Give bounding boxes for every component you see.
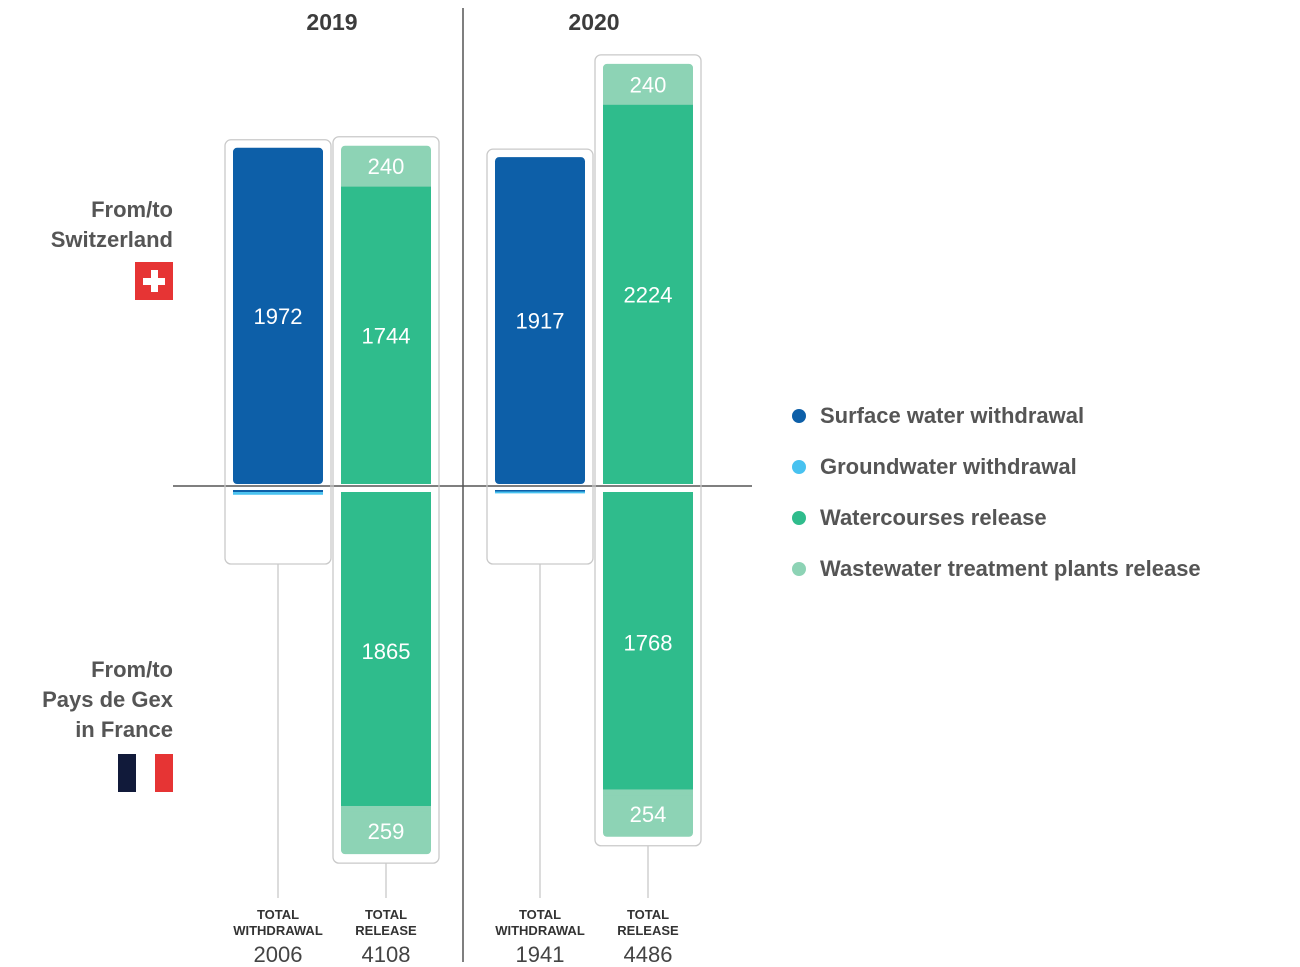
legend-label-ground: Groundwater withdrawal (820, 453, 1077, 479)
label-release-france-wastewater-2019: 259 (368, 819, 405, 844)
bar-release-switzerland-watercourse-2020 (603, 104, 693, 485)
label-release-switzerland-wastewater-2019: 240 (368, 154, 405, 179)
legend-dot-surface (792, 408, 806, 423)
label-withdrawal-france-ground-2019: 20.9 (257, 531, 300, 556)
caption-release-2020-1: RELEASE (617, 923, 679, 938)
year-label-2020: 2020 (568, 9, 619, 35)
swiss-flag-icon (135, 262, 173, 300)
label-release-switzerland-watercourse-2020: 2224 (624, 282, 673, 307)
label-withdrawal-france-surface-2020: 8.9 (525, 505, 556, 530)
bar-withdrawal-france-surface-2019 (233, 490, 323, 493)
region-label-france: From/to Pays de Gex in France (42, 655, 173, 745)
bar-release-france-wastewater-cap-2019 (341, 805, 431, 812)
label-release-france-watercourse-2020: 1768 (624, 631, 673, 656)
bar-withdrawal-france-ground-2020 (495, 491, 585, 494)
caption-withdrawal-2019-1: WITHDRAWAL (233, 923, 323, 938)
total-withdrawal-2020: 1941 (516, 942, 565, 967)
legend: Surface water withdrawal Groundwater with… (792, 390, 1201, 594)
total-release-2020: 4486 (624, 942, 673, 967)
legend-dot-watercourse (792, 510, 806, 525)
bar-release-france-watercourse-2020 (603, 492, 693, 794)
caption-withdrawal-2020-1: WITHDRAWAL (495, 923, 585, 938)
region-label-switzerland: From/to Switzerland (51, 195, 173, 255)
legend-dot-ground (792, 459, 806, 474)
legend-label-watercourse: Watercourses release (820, 504, 1047, 530)
bar-withdrawal-france-ground-2019 (233, 492, 323, 495)
bar-release-france-watercourse-2019 (341, 492, 431, 810)
legend-label-surface: Surface water withdrawal (820, 402, 1085, 428)
bar-release-france-wastewater-cap-2020 (603, 789, 693, 796)
caption-release-2020-0: TOTAL (627, 907, 669, 922)
legend-label-wastewater: Wastewater treatment plants release (820, 555, 1201, 581)
legend-item-surface: Surface water withdrawal (792, 390, 1201, 441)
label-release-switzerland-wastewater-2020: 240 (630, 72, 667, 97)
label-withdrawal-france-surface-2019: 12.8 (257, 505, 300, 530)
bar-withdrawal-france-surface-2020 (495, 490, 585, 492)
bar-withdrawal-switzerland-surface-2020 (495, 157, 585, 485)
caption-release-2019-1: RELEASE (355, 923, 417, 938)
region-label-switzerland-text: From/to Switzerland (50, 197, 173, 252)
label-withdrawal-switzerland-2019: 1972 (254, 304, 303, 329)
release-box-2019 (332, 136, 440, 864)
label-release-france-watercourse-2019: 1865 (362, 639, 411, 664)
bar-release-france-wastewater-2019 (341, 805, 431, 855)
label-release-switzerland-watercourse-2019: 1744 (362, 323, 411, 348)
bar-release-switzerland-wastewater-2019 (341, 145, 431, 193)
legend-dot-wastewater (792, 561, 806, 576)
legend-item-watercourse: Watercourses release (792, 492, 1201, 543)
year-label-2019: 2019 (306, 9, 357, 35)
total-withdrawal-2019: 2006 (254, 942, 303, 967)
french-flag-icon (118, 754, 173, 792)
caption-withdrawal-2020-0: TOTAL (519, 907, 561, 922)
bar-release-switzerland-wastewater-2020 (603, 63, 693, 111)
total-release-2019: 4108 (362, 942, 411, 967)
legend-item-ground: Groundwater withdrawal (792, 441, 1201, 492)
label-withdrawal-france-ground-2020: 14.5 (519, 531, 562, 556)
region-label-france-text: From/to Pays de Gex in France (42, 657, 173, 742)
caption-withdrawal-2019-0: TOTAL (257, 907, 299, 922)
legend-item-wastewater: Wastewater treatment plants release (792, 543, 1201, 594)
bar-release-france-wastewater-2020 (603, 789, 693, 837)
caption-release-2019-0: TOTAL (365, 907, 407, 922)
bar-release-switzerland-watercourse-2019 (341, 186, 431, 484)
label-release-france-wastewater-2020: 254 (630, 802, 667, 827)
label-withdrawal-switzerland-2020: 1917 (516, 309, 565, 334)
bar-withdrawal-switzerland-surface-2019 (233, 147, 323, 485)
